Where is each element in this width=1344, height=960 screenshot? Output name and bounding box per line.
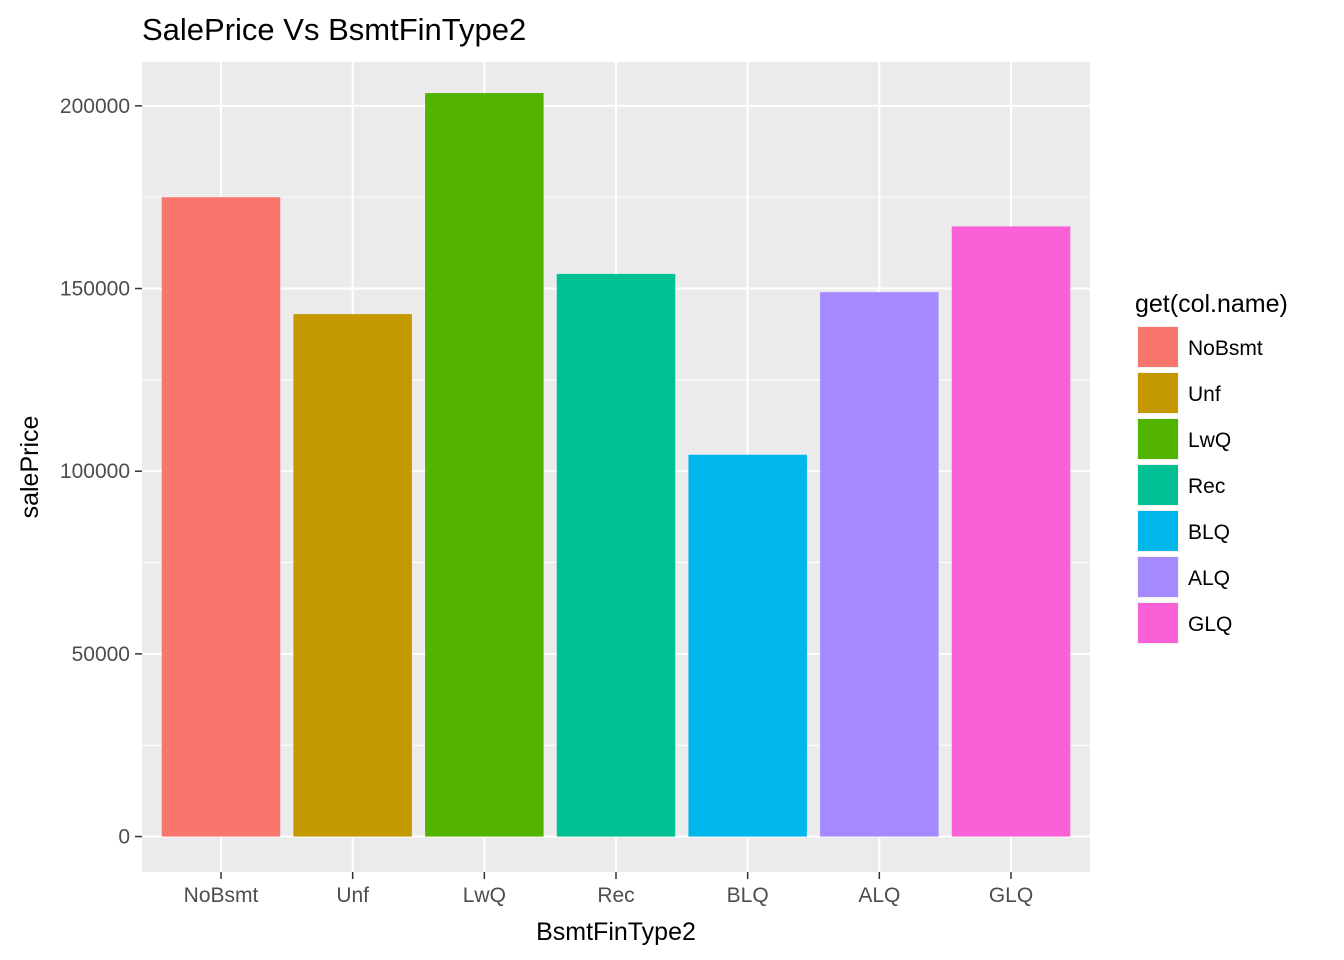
legend-swatch-lwq xyxy=(1138,419,1178,459)
legend-swatch-alq xyxy=(1138,557,1178,597)
x-tick-label: ALQ xyxy=(858,884,900,907)
x-tick-label: GLQ xyxy=(989,884,1033,907)
bar-nobsmt xyxy=(161,197,281,837)
plot-panel xyxy=(142,62,1090,872)
bar-blq xyxy=(688,454,807,837)
bar-alq xyxy=(820,292,939,837)
bar-rec xyxy=(556,273,676,837)
legend-label: NoBsmt xyxy=(1188,337,1263,360)
bar-glq xyxy=(951,226,1071,837)
legend-swatch-rec xyxy=(1138,465,1178,505)
x-axis-title: BsmtFinType2 xyxy=(536,918,696,946)
legend-swatch-nobsmt xyxy=(1138,327,1178,367)
legend-label: ALQ xyxy=(1188,567,1230,590)
legend: get(col.name) NoBsmt Unf LwQ Rec BLQ ALQ GLQ xyxy=(1135,290,1288,644)
legend-swatch-unf xyxy=(1138,373,1178,413)
y-tick-label: 0 xyxy=(118,826,130,849)
chart-title: SalePrice Vs BsmtFinType2 xyxy=(142,12,526,47)
legend-label: GLQ xyxy=(1188,613,1232,636)
x-tick-label: LwQ xyxy=(463,884,506,907)
y-axis: 0 50000 100000 150000 200000 xyxy=(60,95,142,849)
y-tick-label: 150000 xyxy=(60,278,130,301)
legend-label: BLQ xyxy=(1188,521,1230,544)
y-tick-label: 100000 xyxy=(60,460,130,483)
x-tick-label: BLQ xyxy=(727,884,769,907)
y-tick-label: 200000 xyxy=(60,95,130,118)
legend-label: Unf xyxy=(1188,383,1221,406)
legend-title: get(col.name) xyxy=(1135,290,1288,318)
y-tick-label: 50000 xyxy=(72,643,130,666)
x-axis: NoBsmt Unf LwQ Rec BLQ ALQ GLQ xyxy=(184,872,1033,907)
legend-label: Rec xyxy=(1188,475,1225,498)
legend-swatch-blq xyxy=(1138,511,1178,551)
y-axis-title: salePrice xyxy=(16,416,44,519)
bar-unf xyxy=(293,314,412,837)
x-tick-label: Unf xyxy=(336,884,369,907)
x-tick-label: NoBsmt xyxy=(184,884,259,907)
legend-label: LwQ xyxy=(1188,429,1231,452)
legend-swatch-glq xyxy=(1138,603,1178,643)
bar-lwq xyxy=(425,93,544,837)
x-tick-label: Rec xyxy=(597,884,634,907)
